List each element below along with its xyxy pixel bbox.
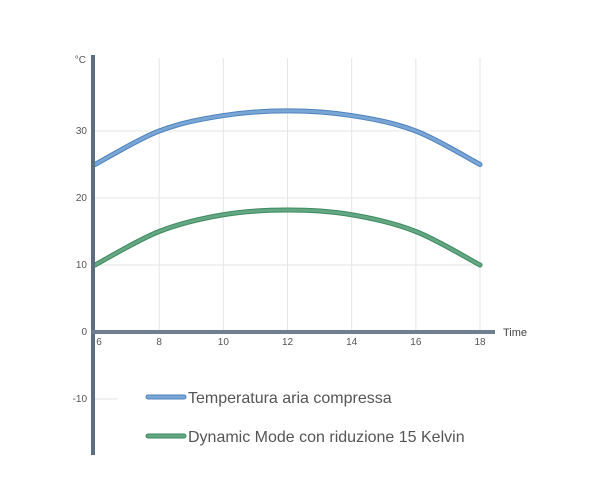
- y-tick-label-0: 0: [81, 327, 87, 338]
- series-line-1: [93, 208, 482, 267]
- x-tick-label-8: 8: [156, 337, 162, 348]
- x-tick-label-12: 12: [282, 337, 294, 348]
- x-tick-label-10: 10: [218, 337, 230, 348]
- x-tick-label-18: 18: [474, 337, 486, 348]
- y-tick-label-20: 20: [76, 193, 88, 204]
- legend: Temperatura aria compressa Dynamic Mode c…: [145, 390, 465, 446]
- axes-layer: [91, 55, 495, 455]
- y-tick-label--10: -10: [73, 394, 88, 405]
- y-tick-label-10: 10: [76, 260, 88, 271]
- x-tick-label-6: 6: [96, 337, 102, 348]
- labels-layer: °C Time -10 0 10 20 30 6 8 10 12 14 16 18: [73, 55, 528, 405]
- series-line-0: [93, 109, 482, 166]
- y-tick-label-30: 30: [76, 126, 88, 137]
- x-tick-label-14: 14: [346, 337, 358, 348]
- y-axis-unit-label: °C: [75, 55, 86, 66]
- legend-label-0: Temperatura aria compressa: [188, 390, 392, 407]
- legend-label-1: Dynamic Mode con riduzione 15 Kelvin: [188, 429, 465, 446]
- x-axis-label: Time: [503, 327, 527, 339]
- x-tick-label-16: 16: [410, 337, 422, 348]
- series-layer: [92, 108, 483, 268]
